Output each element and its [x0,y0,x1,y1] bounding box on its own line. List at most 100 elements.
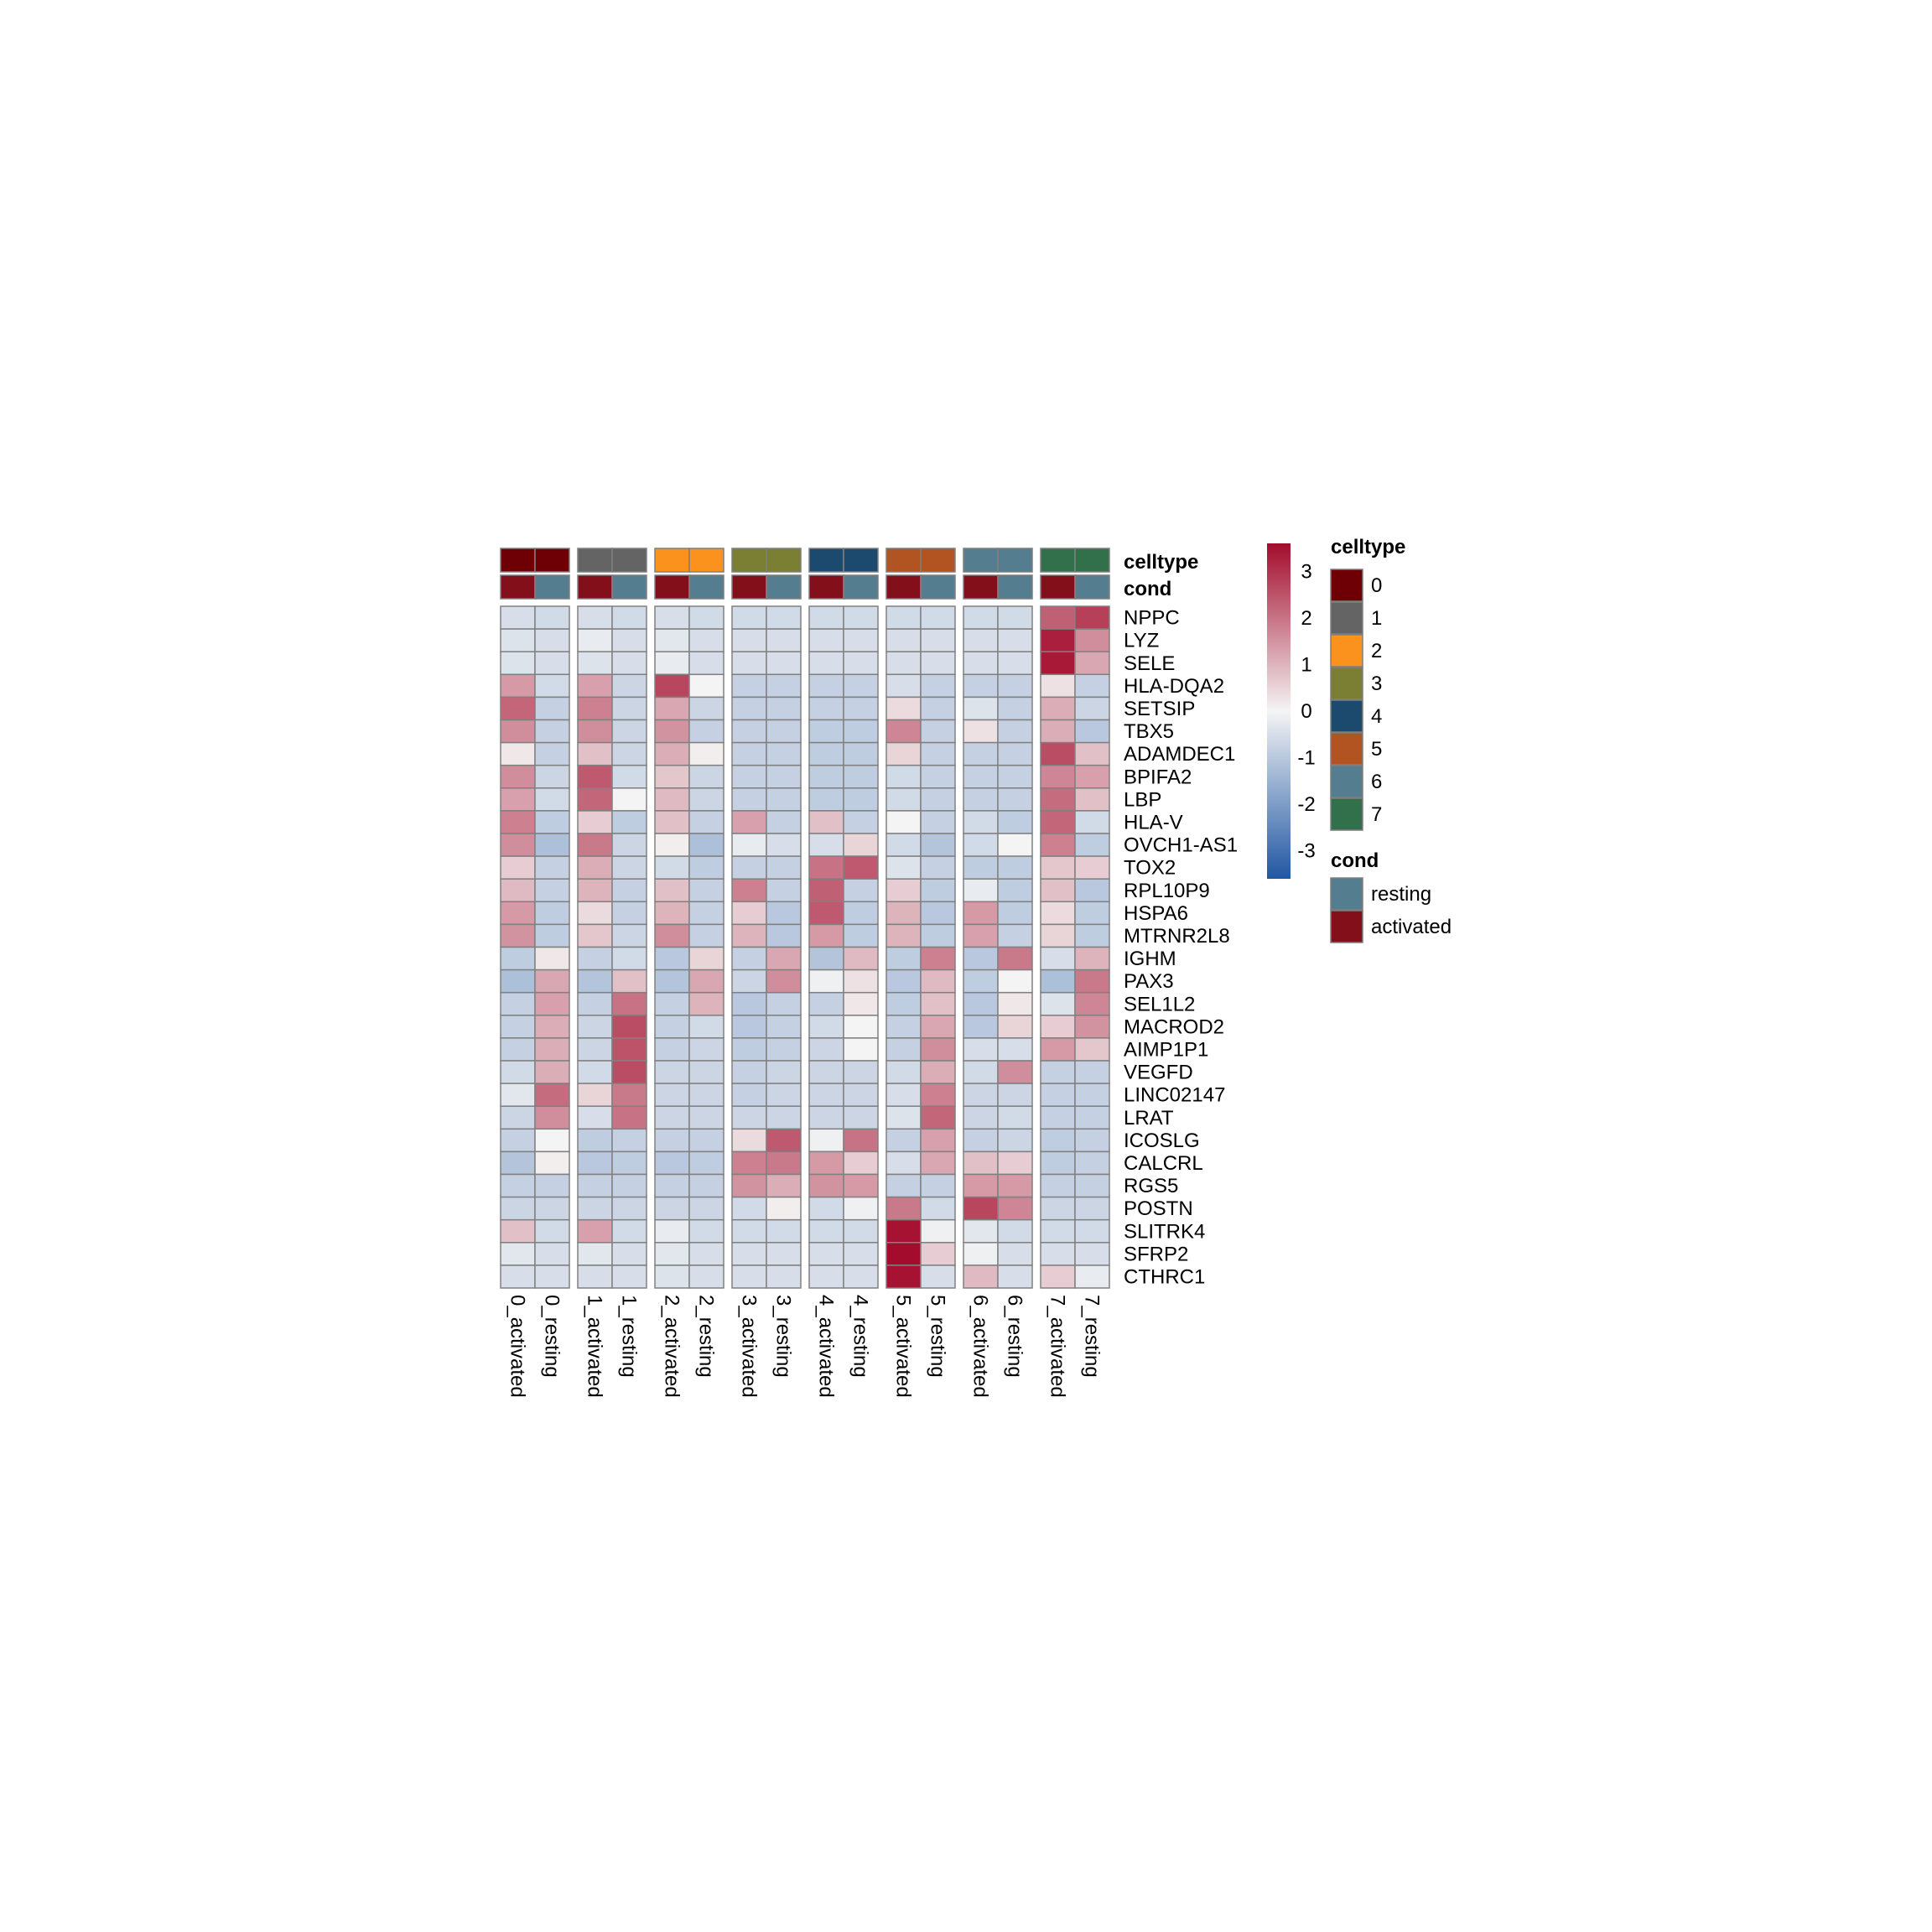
heatmap-cell [577,855,613,880]
row-label: VEGFD [1124,1062,1193,1084]
heatmap-cell [731,741,767,766]
heatmap-cell [766,741,802,766]
celltype-annotation-cell [843,548,879,573]
heatmap-cell [611,1150,647,1176]
heatmap-cell [886,855,922,880]
heatmap-cell [886,651,922,676]
heatmap-cell [577,923,613,948]
heatmap-cell [534,1060,570,1084]
heatmap-cell [843,696,879,721]
row-label: ADAMDEC1 [1124,743,1235,766]
heatmap-cell [534,878,570,903]
heatmap-cell [731,1128,767,1153]
heatmap-cell [577,810,613,834]
heatmap-cell [534,628,570,652]
heatmap-cell [577,1265,613,1289]
celltype-legend-swatch [1330,797,1363,831]
heatmap-cell [654,855,690,880]
celltype-legend-label: 3 [1371,673,1382,695]
heatmap-cell [920,991,956,1016]
heatmap-cell [731,1105,767,1130]
heatmap-cell [534,901,570,926]
heatmap-cell [534,741,570,766]
row-label: NPPC [1124,607,1180,630]
heatmap-cell [1040,1128,1076,1153]
heatmap-cell [534,787,570,812]
heatmap-cell [886,901,922,926]
heatmap-cell [688,1128,724,1153]
heatmap-cell [808,901,844,926]
cond-annotation-cell [1074,574,1110,600]
heatmap-cell [1074,969,1110,994]
celltype-annotation-cell [963,548,999,573]
heatmap-cell [963,946,999,971]
cond-legend-swatch [1330,910,1363,943]
heatmap-cell [886,946,922,971]
heatmap-cell [766,991,802,1016]
heatmap-cell [920,1196,956,1221]
heatmap-cell [808,628,844,652]
heatmap-cell [997,1105,1033,1130]
celltype-annotation-cell [577,548,613,573]
heatmap-cell [843,1015,879,1039]
row-label: IGHM [1124,948,1176,970]
heatmap-cell [1074,1128,1110,1153]
heatmap-cell [920,969,956,994]
row-label: SELE [1124,652,1175,675]
heatmap-cell [997,1265,1033,1289]
row-label: HLA-V [1124,811,1183,834]
heatmap-cell [1040,923,1076,948]
heatmap-cell [886,628,922,652]
column-label: 6_resting [1004,1295,1026,1378]
heatmap-cell [920,764,956,789]
heatmap-cell [1074,1242,1110,1266]
heatmap-cell [654,1196,690,1221]
heatmap-cell [843,651,879,676]
heatmap-cell [1074,1196,1110,1221]
cond-legend-label: activated [1371,916,1452,938]
heatmap-cell [577,741,613,766]
heatmap-cell [997,1150,1033,1176]
heatmap-cell [500,1265,536,1289]
heatmap-cell [963,741,999,766]
heatmap-cell [766,628,802,652]
heatmap-cell [808,1060,844,1084]
heatmap-cell [534,764,570,789]
cond-annotation-cell [843,574,879,600]
heatmap-cell [534,1218,570,1244]
heatmap-cell [1074,1015,1110,1039]
heatmap-cell [1074,1150,1110,1176]
heatmap-cell [654,1037,690,1062]
heatmap-cell [534,923,570,948]
celltype-annotation-cell [500,548,536,573]
heatmap-cell [766,787,802,812]
heatmap-cell [1040,946,1076,971]
heatmap-cell [577,833,613,857]
heatmap-cell [808,1037,844,1062]
column-label: 3_resting [772,1295,795,1378]
column-label: 1_activated [584,1295,606,1398]
heatmap-cell [1074,810,1110,834]
heatmap-cell [1040,605,1076,630]
heatmap-cell [611,969,647,994]
heatmap-cell [920,605,956,630]
cond-annotation-cell [963,574,999,600]
heatmap-cell [766,810,802,834]
heatmap-cell [500,1083,536,1107]
heatmap-cell [688,1150,724,1176]
heatmap-cell [886,787,922,812]
cond-legend-swatch [1330,877,1363,911]
heatmap-cell [577,1218,613,1244]
celltype-legend-swatch [1330,732,1363,766]
heatmap-cell [577,696,613,721]
heatmap-cell [500,810,536,834]
heatmap-cell [963,1128,999,1153]
row-label: OVCH1-AS1 [1124,834,1238,857]
heatmap-cell [886,1128,922,1153]
heatmap-cell [577,787,613,812]
heatmap-cell [766,605,802,630]
heatmap-cell [843,1265,879,1289]
heatmap-cell [766,969,802,994]
row-label: SEL1L2 [1124,993,1195,1015]
heatmap-cell [766,1128,802,1153]
